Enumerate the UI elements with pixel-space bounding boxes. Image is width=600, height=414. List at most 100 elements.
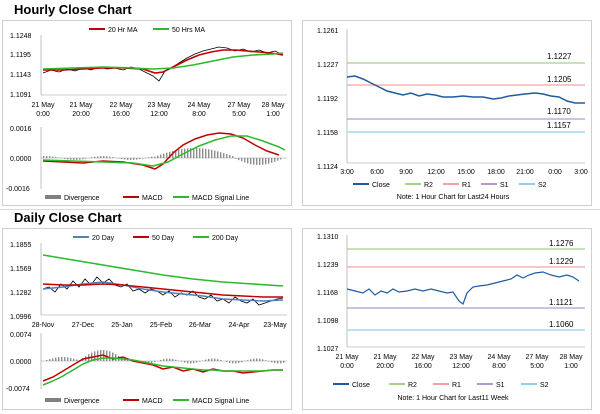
hourly-levels-chart: 1.1261 1.1227 1.1192 1.1158 1.1124 1.122… (303, 21, 591, 205)
divergence-bar (49, 156, 50, 158)
divergence-bar (109, 351, 110, 361)
divergence-bar (73, 359, 74, 361)
daily-close-levels-line (347, 272, 579, 304)
hourly-20hr-ma-line (43, 50, 283, 73)
divergence-bar (280, 361, 281, 363)
divergence-bar (217, 151, 218, 158)
divergence-bar (271, 158, 272, 163)
x-tick: 28 May (560, 354, 583, 361)
divergence-bar (55, 358, 56, 361)
r2-value: 1.1227 (547, 52, 572, 61)
legend-macd-signal: MACD Signal Line (192, 398, 249, 405)
divergence-bar (223, 153, 224, 158)
legend-r2: R2 (424, 182, 433, 189)
divergence-bar (235, 361, 236, 363)
x-tick: 12:00 (427, 169, 445, 176)
x-tick: 21 May (32, 102, 55, 109)
divergence-bar (169, 359, 170, 361)
divergence-bar (73, 158, 74, 160)
legend-50hrs-ma: 50 Hrs MA (172, 27, 205, 34)
legend-divergence: Divergence (64, 195, 100, 202)
y-tick: 1.1158 (317, 130, 338, 137)
divergence-bar (166, 359, 167, 361)
divergence-bar (277, 158, 278, 161)
x-tick: 27 May (526, 354, 549, 361)
hourly-price-chart: 20 Hr MA 50 Hrs MA 1.1248 1.1195 1.1143 … (3, 21, 291, 205)
divergence-bar (277, 361, 278, 363)
legend-s2: S2 (538, 182, 547, 189)
divergence-bar (67, 357, 68, 361)
divergence-bar (181, 361, 182, 362)
divergence-bar (244, 158, 245, 162)
divergence-bars (46, 350, 284, 363)
divergence-bar (127, 158, 128, 160)
x-tick: 21 May (336, 354, 359, 361)
daily-macd-line (43, 355, 283, 381)
divergence-bar (106, 156, 107, 158)
divergence-bar (226, 154, 227, 158)
x-tick: 28-Nov (32, 322, 55, 329)
x-tick: 23 May (450, 354, 473, 361)
y-tick: 0.0000 (10, 156, 32, 163)
divergence-bar (274, 158, 275, 162)
x-tick: 24 May (188, 102, 211, 109)
divergence-bar (163, 359, 164, 361)
hourly-macd-chart: 0.0016 0.0000 -0.0016 Divergence MACD MA… (6, 126, 287, 202)
legend-s1: S1 (496, 382, 505, 389)
divergence-bar (205, 149, 206, 158)
divergence-bar (112, 157, 113, 158)
hourly-close-line (43, 47, 283, 81)
y-tick: 1.1091 (10, 92, 32, 99)
x-tick: 21 May (374, 354, 397, 361)
legend-r1: R1 (452, 382, 461, 389)
legend-s1: S1 (500, 182, 509, 189)
divergence-bar (256, 158, 257, 165)
divergence-bar (280, 158, 281, 159)
divergence-bar (163, 154, 164, 158)
divergence-bar (241, 361, 242, 362)
x-tick: 20:00 (72, 111, 90, 118)
y-tick: 1.1098 (317, 318, 339, 325)
divergence-bar (199, 361, 200, 362)
divergence-bar (76, 158, 77, 160)
daily-right-panel: 1.1310 1.1239 1.1168 1.1098 1.1027 1.127… (302, 228, 592, 410)
legend-divergence: Divergence (64, 398, 100, 405)
divergence-bar (247, 360, 248, 361)
y-tick: -0.0074 (6, 386, 30, 393)
divergence-bar (262, 158, 263, 165)
x-tick: 9:00 (399, 169, 413, 176)
divergence-bar (271, 361, 272, 362)
divergence-bar (253, 158, 254, 165)
y-tick: 1.0996 (10, 314, 32, 321)
x-tick: 8:00 (192, 111, 206, 118)
divergence-bar (79, 158, 80, 160)
x-tick: 16:00 (414, 363, 432, 370)
x-tick: 24 May (488, 354, 511, 361)
y-tick: -0.0016 (6, 186, 30, 193)
daily-macd-chart: 0.0074 0.0000 -0.0074 Divergence MACD MA… (6, 332, 287, 405)
divergence-bar (196, 148, 197, 158)
divergence-bar (259, 158, 260, 165)
divergence-bar (283, 361, 284, 363)
y-tick: 1.1027 (317, 346, 339, 353)
x-tick: 22 May (412, 354, 435, 361)
legend-50-day: 50 Day (152, 235, 175, 242)
divergence-bar (247, 158, 248, 163)
r1-value: 1.1229 (549, 257, 574, 266)
x-tick: 21:00 (516, 169, 534, 176)
divergence-bar (181, 149, 182, 158)
legend-close: Close (352, 382, 370, 389)
x-tick: 23-May (263, 322, 287, 329)
x-tick: 27 May (228, 102, 251, 109)
legend-s2: S2 (540, 382, 549, 389)
divergence-bar (217, 359, 218, 361)
divergence-bar (67, 158, 68, 159)
divergence-bar (142, 158, 143, 159)
divergence-bar (46, 360, 47, 361)
x-tick: 23 May (148, 102, 171, 109)
x-tick: 16:00 (112, 111, 130, 118)
divergence-bar (232, 361, 233, 363)
divergence-bar (103, 156, 104, 158)
divergence-bar (190, 361, 191, 363)
r1-value: 1.1205 (547, 75, 572, 84)
